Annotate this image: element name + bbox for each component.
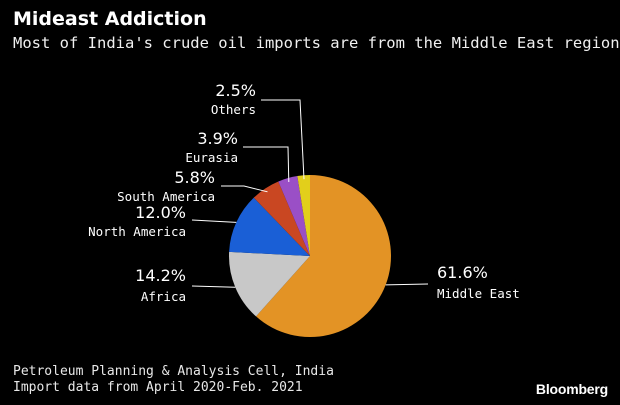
pie-slice-africa (228, 251, 310, 317)
category-label-africa: Africa (141, 289, 186, 304)
source-line-2: Import data from April 2020-Feb. 2021 (13, 380, 303, 395)
leader-line-north-america (191, 219, 237, 223)
bloomberg-logo: Bloomberg (535, 381, 608, 397)
value-label-north-america: 12.0% (135, 203, 186, 222)
leader-line-eurasia (243, 146, 290, 183)
pie-slice-middle-east (256, 175, 391, 337)
source-note: Petroleum Planning & Analysis Cell, Indi… (13, 364, 334, 396)
category-label-north-america: North America (88, 224, 186, 239)
category-label-eurasia: Eurasia (185, 150, 238, 165)
value-label-south-america: 5.8% (174, 168, 215, 187)
value-label-middle-east: 61.6% (437, 263, 488, 282)
leader-line-others (261, 99, 305, 180)
chart-subtitle: Most of India's crude oil imports are fr… (13, 34, 620, 52)
value-label-others: 2.5% (215, 81, 256, 100)
category-label-south-america: South America (117, 189, 215, 204)
value-label-eurasia: 3.9% (197, 129, 238, 148)
value-label-africa: 14.2% (135, 266, 186, 285)
category-label-middle-east: Middle East (437, 286, 520, 301)
pie-slice-others (297, 175, 310, 256)
chart-title: Mideast Addiction (13, 8, 207, 30)
pie-slice-north-america (229, 197, 310, 256)
category-label-others: Others (211, 102, 256, 117)
leader-line-south-america (221, 185, 268, 193)
source-line-1: Petroleum Planning & Analysis Cell, Indi… (13, 364, 334, 379)
pie-slice-south-america (253, 181, 310, 256)
leader-line-africa (191, 285, 236, 288)
leader-line-middle-east (385, 283, 429, 286)
pie-slice-eurasia (278, 176, 310, 256)
